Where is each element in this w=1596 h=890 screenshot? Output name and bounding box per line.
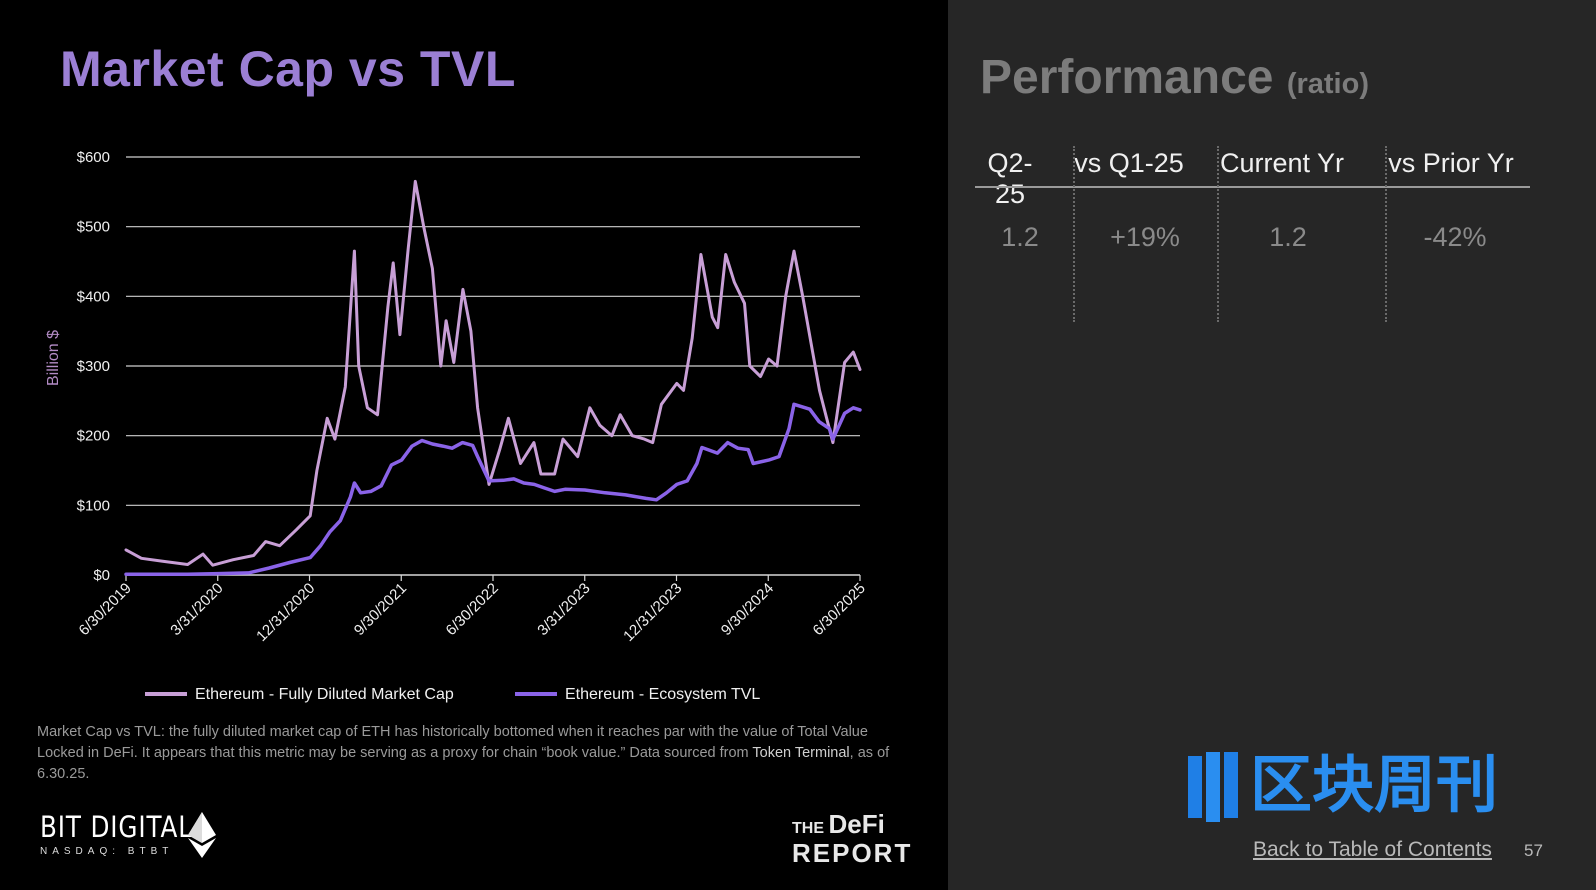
- page-number: 57: [1524, 841, 1543, 860]
- value-vs-q1-25: +19%: [1110, 222, 1180, 252]
- bit-digital-logo: BIT DIGITAL NASDAQ: BTBT: [40, 810, 220, 857]
- ethereum-icon: [188, 812, 216, 858]
- tvl-line: [124, 402, 862, 577]
- chart-series: [124, 179, 862, 577]
- x-tick-label: 9/30/2021: [351, 580, 410, 639]
- defi-logo-the: THE: [792, 820, 824, 837]
- y-tick-label: $600: [77, 149, 110, 166]
- bit-digital-name: BIT DIGITAL: [40, 810, 193, 844]
- header-current-yr: Current Yr: [1219, 148, 1345, 178]
- column-divider: [1217, 146, 1219, 322]
- performance-title: Performance (ratio): [980, 50, 1369, 105]
- x-tick-label: 12/31/2023: [620, 580, 685, 645]
- performance-table: Q2-25 vs Q1-25 Current Yr vs Prior Yr 1.…: [975, 140, 1535, 340]
- legend-label: Ethereum - Fully Diluted Market Cap: [195, 686, 454, 703]
- x-tick-label: 6/30/2025: [810, 580, 869, 639]
- column-divider: [1385, 146, 1387, 322]
- y-tick-label: $500: [77, 219, 110, 236]
- y-tick-label: $300: [77, 358, 110, 375]
- legend-label: Ethereum - Ecosystem TVL: [565, 686, 760, 703]
- header-vs-prior-yr: vs Prior Yr: [1388, 148, 1514, 178]
- header-vs-q1-25: vs Q1-25: [1074, 148, 1184, 178]
- value-q2-25: 1.2: [1001, 222, 1039, 252]
- caption-text: Market Cap vs TVL: the fully diluted mar…: [37, 724, 868, 761]
- market-cap-line: [124, 179, 862, 567]
- value-vs-prior-yr: -42%: [1423, 222, 1487, 252]
- back-to-toc-link[interactable]: Back to Table of Contents: [1253, 838, 1492, 861]
- defi-logo-defi: DeFi: [828, 809, 885, 839]
- defi-report-logo: THE DeFi REPORT: [792, 809, 913, 868]
- performance-subtitle: (ratio): [1286, 68, 1369, 100]
- x-tick-label: 9/30/2024: [718, 580, 777, 639]
- y-axis-label: Billion $: [45, 330, 62, 386]
- market-cap-vs-tvl-chart: $0 $100 $200 $300 $400 $500 $600 6/30/2019 3/31…: [45, 149, 869, 703]
- brand-logo-text: 区块周刊: [1250, 752, 1498, 821]
- caption-date: , as of 6.30.25.: [37, 745, 890, 782]
- y-tick-label: $100: [77, 497, 110, 514]
- table-header-divider: [975, 186, 1530, 188]
- y-tick-label: $400: [77, 288, 110, 305]
- performance-title-text: Performance: [980, 51, 1274, 104]
- x-tick-label: 3/31/2020: [167, 580, 226, 639]
- brand-logo: 区块周刊: [1188, 752, 1498, 822]
- x-tick-label: 12/31/2020: [253, 580, 318, 645]
- chart-legend: Ethereum - Fully Diluted Market Cap Ether…: [145, 686, 760, 703]
- header-q2-25: Q2-25: [987, 148, 1033, 209]
- chart-caption: Market Cap vs TVL: the fully diluted mar…: [37, 722, 897, 785]
- x-tick-labels: 6/30/2019 3/31/2020 12/31/2020 9/30/2021 6/3…: [76, 580, 869, 645]
- bit-digital-ticker: NASDAQ: BTBT: [40, 846, 174, 857]
- defi-logo-report: REPORT: [792, 838, 913, 868]
- caption-source: Token Terminal: [752, 745, 850, 761]
- y-tick-label: $200: [77, 428, 110, 445]
- x-tick-label: 6/30/2022: [443, 580, 502, 639]
- performance-panel: [948, 0, 1596, 890]
- y-tick-labels: $0 $100 $200 $300 $400 $500 $600: [77, 149, 110, 584]
- column-divider: [1073, 146, 1075, 322]
- x-tick-label: 6/30/2019: [76, 580, 135, 639]
- page-title: Market Cap vs TVL: [60, 41, 516, 97]
- value-current-yr: 1.2: [1269, 222, 1307, 252]
- x-tick-label: 3/31/2023: [534, 580, 593, 639]
- y-tick-label: $0: [93, 567, 110, 584]
- chart-gridlines: [125, 156, 861, 581]
